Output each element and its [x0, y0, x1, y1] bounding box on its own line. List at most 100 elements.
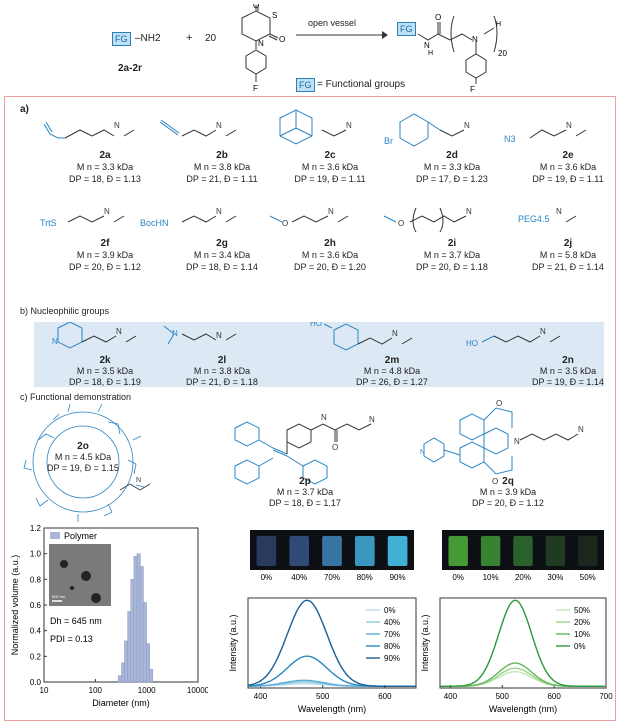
- atom-f: F: [253, 84, 258, 93]
- dls-ytick-label: 1.0: [30, 550, 42, 559]
- compound-2p-mn: M n = 3.7 kDa: [276, 487, 334, 497]
- compound-2g-dp: DP = 18, Đ = 1.14: [186, 262, 258, 272]
- dls-ytick-label: 0.6: [30, 601, 42, 610]
- atom-n-2l: N: [216, 331, 222, 340]
- compound-2h-mn: M n = 3.6 kDa: [301, 250, 359, 260]
- atom-n-2j: N: [556, 207, 562, 216]
- naph-legend-label: 20%: [574, 618, 590, 627]
- tpe-vial: [289, 536, 310, 566]
- product-fg-text: FG: [400, 24, 413, 34]
- atom-o1: O: [253, 4, 259, 10]
- compound-2g-mn: M n = 3.4 kDa: [193, 250, 251, 260]
- dls-pdi-annotation: PDI = 0.13: [50, 634, 93, 644]
- compound-2d-id: 2d: [446, 150, 458, 161]
- monomer-structure: S O O N F: [241, 4, 285, 93]
- naph-legend-label: 10%: [574, 630, 590, 639]
- tpe-vial-label: 0%: [261, 573, 273, 582]
- legend-fg-text: FG: [299, 80, 312, 90]
- compound-2n-mn: M n = 3.5 kDa: [539, 366, 597, 376]
- naph-vial: [480, 536, 501, 566]
- atom-n-2c: N: [346, 121, 352, 130]
- compound-2m-dp: DP = 26, Đ = 1.27: [356, 377, 428, 387]
- tpe-xtick-label: 500: [316, 692, 330, 701]
- tpe-legend-label: 80%: [384, 642, 400, 651]
- product-atom-h1: H: [428, 50, 433, 57]
- product-atom-n2: N: [472, 35, 478, 44]
- product-atom-o: O: [435, 13, 441, 22]
- naphthalimide-fluorescence-chart: 0% 10% 20% 30% 50% 400 500 600 700 50% 20% 10% 0% Wav…: [420, 530, 613, 714]
- naph-vial: [578, 536, 598, 566]
- section-a-label: a): [20, 104, 29, 115]
- compound-2b-id: 2b: [216, 150, 228, 161]
- tpe-structure: N O N: [234, 413, 375, 485]
- compound-2j-dp: DP = 21, Đ = 1.14: [532, 262, 604, 272]
- atom-n-2n: N: [540, 327, 546, 336]
- naph-vial-label: 10%: [483, 573, 499, 582]
- atom-o-2h: O: [282, 219, 288, 228]
- compound-2p-id: 2p: [299, 476, 311, 487]
- tpe-xlabel: Wavelength (nm): [298, 704, 366, 714]
- compound-2b-dp: DP = 21, Đ = 1.11: [186, 174, 258, 184]
- compound-2e-id: 2e: [562, 150, 574, 161]
- naph-series-20pct: [440, 667, 605, 687]
- fg-label-pyridine-n: N: [52, 337, 58, 346]
- tem-particle: [81, 571, 91, 581]
- compound-2k-mn: M n = 3.5 kDa: [76, 366, 134, 376]
- atom-n-2f: N: [104, 207, 110, 216]
- compound-2a-id: 2a: [99, 150, 111, 161]
- tpe-vial-label: 40%: [291, 573, 307, 582]
- compound-2c-dp: DP = 19, Đ = 1.11: [294, 174, 366, 184]
- compound-2l-mn: M n = 3.8 kDa: [193, 366, 251, 376]
- dls-legend-swatch: [50, 532, 60, 539]
- compound-2q-dp: DP = 20, Đ = 1.12: [472, 498, 544, 508]
- compound-2o-mn: M n = 4.5 kDa: [54, 452, 112, 462]
- atom-n-2o: N: [136, 477, 141, 484]
- naph-vial-label: 20%: [515, 573, 531, 582]
- naph-vial: [448, 536, 468, 566]
- tpe-vial-label: 80%: [357, 573, 373, 582]
- naph-vial-label: 30%: [547, 573, 563, 582]
- reactant-fg-text: FG: [115, 34, 128, 44]
- product-atom-h2: H: [496, 21, 501, 28]
- tem-particle: [91, 593, 101, 603]
- atom-o-2p: O: [332, 443, 338, 452]
- compound-2j-id: 2j: [563, 238, 573, 249]
- section-b-label: b) Nucleophilic groups: [20, 306, 110, 316]
- dls-chart: 0.0 0.2 0.4 0.6 0.8 1.0 1.2 10 100 1000 10000 Polym…: [10, 524, 208, 708]
- atom-n: N: [258, 39, 264, 48]
- dls-legend-label: Polymer: [64, 531, 97, 541]
- naph-xlabel: Wavelength (nm): [489, 704, 557, 714]
- dls-ytick-label: 0.0: [30, 678, 42, 687]
- compound-2o-id: 2o: [77, 441, 89, 452]
- legend-fg-text-desc: = Functional groups: [317, 79, 406, 90]
- atom-n-2b: N: [216, 121, 222, 130]
- tem-particle: [60, 560, 68, 568]
- compound-2i-mn: M n = 3.7 kDa: [423, 250, 481, 260]
- tpe-vial-label: 90%: [390, 573, 406, 582]
- dls-xlabel: Diameter (nm): [92, 698, 150, 708]
- naph-xtick-label: 700: [599, 692, 613, 701]
- compound-2g-id: 2g: [216, 238, 228, 249]
- naph-vial: [545, 536, 566, 566]
- atom-o-2q-2: O: [492, 477, 498, 486]
- tpe-xtick-label: 600: [378, 692, 392, 701]
- tem-image: [49, 544, 111, 606]
- tpe-plot-frame: [247, 597, 417, 689]
- tpe-vial: [387, 536, 408, 566]
- tpe-legend-label: 90%: [384, 654, 400, 663]
- section-b-structures: N N N N N N HO HO: [52, 322, 561, 351]
- compound-2f-mn: M n = 3.9 kDa: [76, 250, 134, 260]
- dls-ytick-label: 0.4: [30, 627, 42, 636]
- fg-label-br: Br: [384, 136, 393, 146]
- reactant-label: 2a-2r: [118, 63, 142, 74]
- compound-2f-dp: DP = 20, Đ = 1.12: [69, 262, 141, 272]
- plus-sign: +: [186, 32, 193, 44]
- compound-2f-id: 2f: [100, 238, 110, 249]
- tpe-legend-label: 70%: [384, 630, 400, 639]
- tpe-series-90pct: [247, 599, 416, 687]
- tpe-vial: [354, 536, 375, 566]
- atom-n-2g: N: [216, 207, 222, 216]
- legend-fg-box: FG: [296, 78, 315, 92]
- tpe-vial-label: 70%: [324, 573, 340, 582]
- atom-o-2q-1: O: [496, 400, 502, 408]
